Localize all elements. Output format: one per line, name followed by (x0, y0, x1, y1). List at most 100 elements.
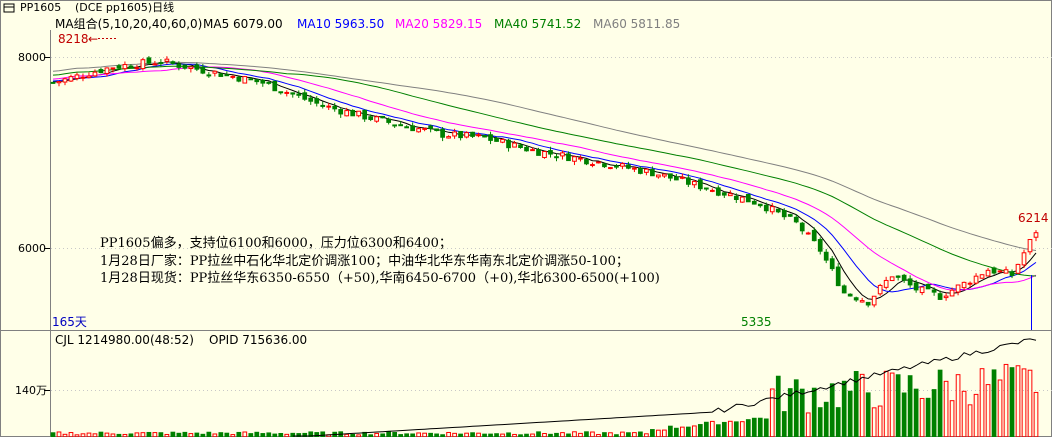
volume-bar (608, 432, 613, 437)
candle-body (566, 153, 571, 162)
volume-bar (644, 433, 649, 437)
volume-bar (224, 432, 230, 437)
candle-body (74, 74, 80, 79)
candle-body (272, 80, 278, 92)
open-interest-line (292, 338, 1037, 437)
candle-body (548, 150, 553, 155)
volume-bar (961, 390, 967, 437)
candle-body (961, 281, 967, 289)
candle-body (644, 168, 649, 173)
candle-body (434, 128, 439, 132)
volume-bar (542, 433, 547, 437)
ma60-legend: MA60 5811.85 (593, 17, 680, 31)
volume-bar (913, 388, 919, 437)
volume-bar (1003, 363, 1009, 437)
candle-body (248, 78, 254, 81)
candle-body (428, 125, 433, 130)
candle-body (985, 269, 991, 277)
candle-body (350, 109, 356, 117)
candle-body (392, 124, 398, 127)
volume-bar (356, 434, 362, 437)
candle-body (823, 251, 829, 261)
candle-body (901, 274, 907, 281)
volume-bar (1015, 365, 1021, 437)
volume-bar (835, 407, 841, 437)
low-marker-label: 5335 (741, 315, 772, 329)
volume-bar (170, 431, 176, 437)
volume-bar (80, 433, 86, 437)
candle-body (338, 109, 344, 115)
candle-body (182, 64, 188, 69)
candle-body (853, 297, 859, 301)
volume-bar (638, 431, 643, 437)
candle-body (242, 76, 248, 84)
volume-bar (62, 433, 68, 437)
ma-legend: MA组合(5,10,20,40,60,0) MA5 6079.00 MA10 5… (55, 16, 680, 31)
volume-bar (344, 433, 350, 437)
candle-body (626, 164, 631, 169)
candle-body (937, 293, 943, 300)
volume-bar (1009, 367, 1015, 437)
candle-body (110, 67, 116, 70)
volume-bar (895, 374, 901, 437)
candle-body (751, 200, 757, 205)
volume-bar (799, 388, 805, 437)
volume-bar (733, 421, 739, 437)
ma20-legend: MA20 5829.15 (395, 17, 482, 31)
volume-bar (512, 433, 517, 437)
candle-body (440, 128, 445, 138)
price-tick-6000: 6000 (18, 242, 46, 255)
volume-bar (662, 429, 667, 437)
volume-bar (626, 432, 631, 437)
ma-legend-label: MA组合(5,10,20,40,60,0) (55, 16, 202, 31)
candle-body (212, 70, 218, 74)
candle-body (554, 156, 559, 159)
candle-body (254, 79, 260, 83)
volume-bar (404, 433, 409, 437)
volume-bar (50, 432, 56, 437)
candle-body (662, 173, 667, 177)
candle-body (320, 104, 326, 107)
candle-body (410, 125, 415, 132)
candle-body (805, 232, 811, 235)
contract-code: PP1605 (20, 1, 61, 14)
volume-bar (446, 431, 451, 437)
volume-bar (500, 433, 505, 437)
volume-bar (781, 411, 787, 437)
volume-bar (907, 375, 913, 437)
candle-body (458, 130, 463, 139)
window-icon[interactable] (3, 3, 15, 13)
candle-body (697, 179, 703, 190)
volume-bar (757, 417, 763, 437)
ma5-legend: MA5 6079.00 (203, 17, 283, 31)
volume-bar (715, 424, 721, 437)
volume-bar (979, 368, 985, 437)
candle-body (620, 163, 625, 167)
candlestick-series (50, 56, 1039, 308)
volume-bar (650, 429, 655, 437)
volume-bar (967, 404, 973, 437)
candle-body (572, 156, 577, 162)
candle-body (668, 173, 673, 179)
candle-body (638, 167, 643, 174)
candle-body (608, 167, 613, 170)
volume-bar (703, 421, 709, 437)
candle-body (715, 187, 721, 196)
ma40-line (52, 65, 1037, 277)
candle-body (206, 74, 212, 77)
candle-body (140, 59, 146, 70)
volume-bar (745, 419, 751, 437)
volume-bar (1021, 368, 1027, 437)
volume-bar (176, 432, 182, 437)
volume-bar (470, 432, 475, 437)
candle-body (817, 239, 823, 252)
volume-bar (164, 433, 170, 437)
candle-body (859, 300, 865, 303)
candle-body (709, 189, 715, 192)
candle-body (680, 176, 685, 179)
candle-body (650, 168, 655, 177)
opid-legend: OPID 715636.00 (209, 333, 307, 347)
ma20-line (52, 66, 1037, 291)
volume-bar (739, 421, 745, 437)
